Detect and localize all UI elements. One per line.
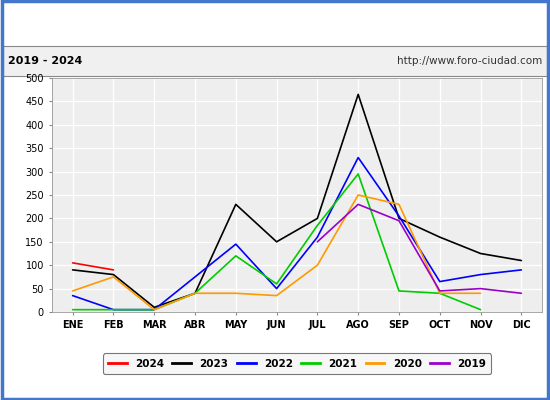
Text: 2019 - 2024: 2019 - 2024 <box>8 56 82 66</box>
2021 <box>110 307 117 312</box>
2023 <box>233 202 239 207</box>
2021 <box>314 223 321 228</box>
2019 <box>518 291 525 296</box>
2023 <box>151 305 157 310</box>
Line: 2020: 2020 <box>73 195 481 310</box>
2023 <box>395 216 402 221</box>
Line: 2023: 2023 <box>73 94 521 307</box>
2021 <box>69 307 76 312</box>
2022 <box>477 272 484 277</box>
2023 <box>192 291 199 296</box>
2022 <box>355 155 361 160</box>
2020 <box>314 263 321 268</box>
2019 <box>437 288 443 293</box>
2021 <box>151 307 157 312</box>
2021 <box>437 291 443 296</box>
2021 <box>192 291 199 296</box>
2023 <box>477 251 484 256</box>
2023 <box>437 235 443 240</box>
2020 <box>395 202 402 207</box>
Line: 2024: 2024 <box>73 263 113 270</box>
2022 <box>192 274 199 279</box>
2023 <box>273 239 280 244</box>
2020 <box>110 274 117 279</box>
2020 <box>151 307 157 312</box>
2022 <box>151 307 157 312</box>
2024 <box>69 260 76 265</box>
2019 <box>395 218 402 223</box>
2021 <box>395 288 402 293</box>
2022 <box>69 293 76 298</box>
2024 <box>110 268 117 272</box>
2020 <box>192 291 199 296</box>
2019 <box>477 286 484 291</box>
Legend: 2024, 2023, 2022, 2021, 2020, 2019: 2024, 2023, 2022, 2021, 2020, 2019 <box>103 354 491 374</box>
2023 <box>110 272 117 277</box>
2019 <box>355 202 361 207</box>
2020 <box>477 291 484 296</box>
2020 <box>233 291 239 296</box>
2020 <box>69 288 76 293</box>
Text: http://www.foro-ciudad.com: http://www.foro-ciudad.com <box>397 56 542 66</box>
2022 <box>233 242 239 246</box>
2020 <box>355 193 361 198</box>
2022 <box>395 214 402 218</box>
Line: 2022: 2022 <box>73 158 521 310</box>
2019 <box>314 239 321 244</box>
2023 <box>69 268 76 272</box>
2022 <box>518 268 525 272</box>
Line: 2019: 2019 <box>317 204 521 293</box>
2023 <box>518 258 525 263</box>
2021 <box>355 172 361 176</box>
2021 <box>477 307 484 312</box>
2021 <box>233 254 239 258</box>
2023 <box>355 92 361 97</box>
2022 <box>437 279 443 284</box>
2021 <box>273 282 280 286</box>
2022 <box>314 235 321 240</box>
2020 <box>437 291 443 296</box>
Text: Evolucion Nº Turistas Nacionales en el municipio de Manzanal del Barco: Evolucion Nº Turistas Nacionales en el m… <box>23 16 527 30</box>
Line: 2021: 2021 <box>73 174 481 310</box>
2023 <box>314 216 321 221</box>
2022 <box>273 286 280 291</box>
2020 <box>273 293 280 298</box>
2022 <box>110 307 117 312</box>
